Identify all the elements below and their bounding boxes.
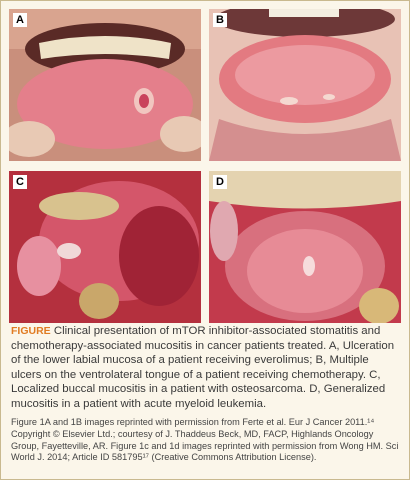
caption: FIGURE Clinical presentation of mTOR inh… — [11, 324, 401, 411]
caption-text: Clinical presentation of mTOR inhibitor-… — [11, 325, 395, 410]
panel-label: C — [13, 175, 27, 189]
credits: Figure 1A and 1B images reprinted with p… — [11, 417, 399, 463]
caption-label: FIGURE — [11, 325, 51, 337]
photo — [209, 171, 401, 323]
photo-panel: B — [209, 9, 401, 161]
panel-label: A — [13, 13, 27, 27]
photo-panel: A — [9, 9, 201, 161]
panel-label: B — [213, 13, 227, 27]
photo — [209, 9, 401, 161]
panel-label: D — [213, 175, 227, 189]
photo — [9, 171, 201, 323]
photo-panel: D — [209, 171, 401, 323]
photo — [9, 9, 201, 161]
photo-panel: C — [9, 171, 201, 323]
